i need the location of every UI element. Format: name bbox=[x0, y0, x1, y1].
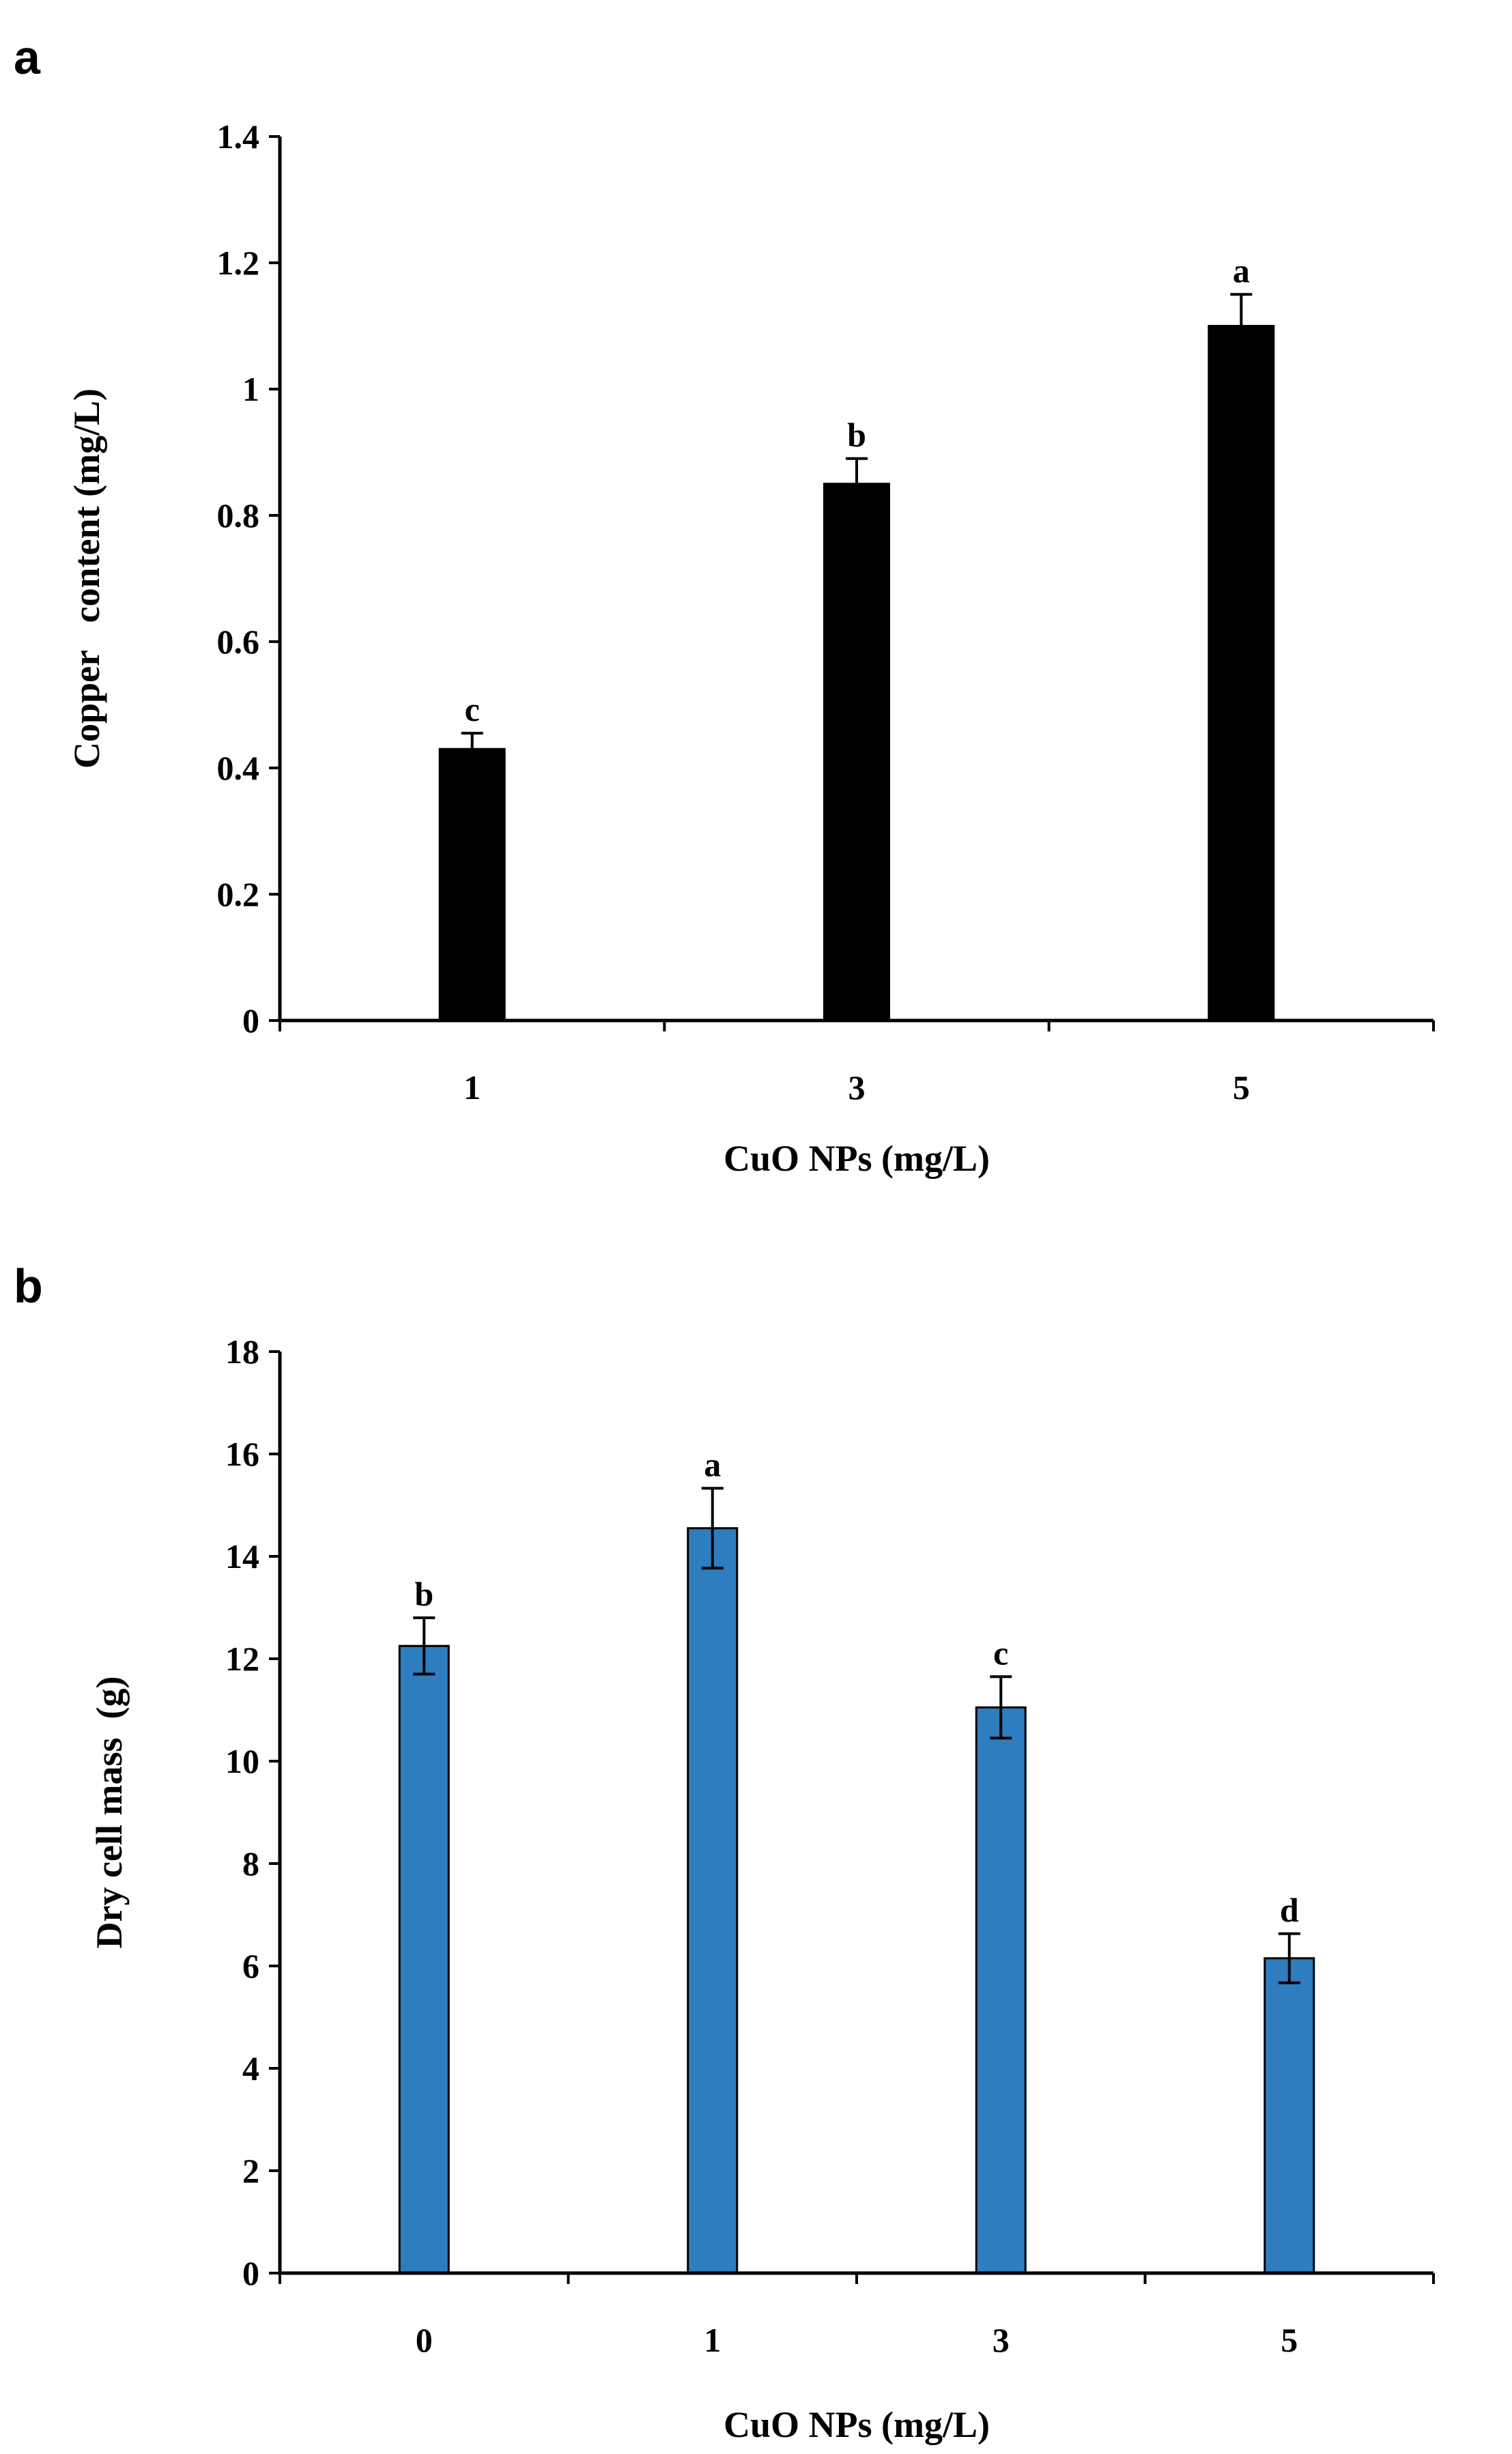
y-tick-label: 12 bbox=[225, 1640, 259, 1678]
y-tick-label: 1 bbox=[242, 370, 259, 408]
bar bbox=[823, 483, 890, 1022]
bar bbox=[1208, 325, 1275, 1022]
y-tick-label: 0.8 bbox=[217, 496, 260, 534]
x-tick-label: 5 bbox=[1281, 2321, 1298, 2359]
error-bars-group-a bbox=[461, 293, 1253, 767]
y-tick-label: 6 bbox=[242, 1947, 259, 1985]
y-tick-label: 0 bbox=[242, 1001, 259, 1040]
x-axis-title-b: CuO NPs (mg/L) bbox=[724, 2404, 990, 2445]
error-bars-group-b bbox=[413, 1487, 1300, 1984]
bar bbox=[1264, 1957, 1315, 2274]
significance-label: c bbox=[465, 690, 480, 728]
y-ticks-b: 0 2 4 6 8 10 12 14 16 18 bbox=[225, 1332, 280, 2292]
y-ticks-a: 0 0.2 0.4 0.6 0.8 1 1.2 1.4 bbox=[217, 117, 280, 1040]
significance-label: a bbox=[704, 1445, 721, 1483]
y-axis-title-a: Copper content (mg/L) bbox=[66, 388, 107, 769]
x-tick-label: 3 bbox=[993, 2321, 1010, 2359]
y-tick-label: 10 bbox=[225, 1742, 259, 1780]
bar bbox=[438, 747, 506, 1022]
y-tick-label: 18 bbox=[225, 1332, 259, 1371]
chart-panel-a: a c b a 0 0.2 0.4 0.6 0.8 1 1.2 1.4 1 3 5 CuO NPs (… bbox=[14, 31, 1435, 1179]
x-ticks-b: 0 1 3 5 bbox=[279, 2273, 1435, 2359]
x-axis-title-a: CuO NPs (mg/L) bbox=[724, 1138, 990, 1179]
x-tick-label: 5 bbox=[1233, 1068, 1250, 1107]
y-tick-label: 1.4 bbox=[217, 117, 260, 156]
y-tick-label: 16 bbox=[225, 1435, 259, 1473]
y-tick-label: 0.6 bbox=[217, 623, 260, 661]
y-tick-label: 14 bbox=[225, 1537, 259, 1575]
x-tick-label: 1 bbox=[704, 2321, 721, 2359]
x-tick-label: 1 bbox=[463, 1068, 481, 1107]
y-tick-label: 4 bbox=[242, 2049, 259, 2087]
x-tick-label: 3 bbox=[848, 1068, 866, 1107]
significance-label: c bbox=[993, 1633, 1008, 1672]
y-tick-label: 0.4 bbox=[217, 749, 260, 787]
significance-label: b bbox=[414, 1575, 433, 1613]
x-ticks-a: 1 3 5 bbox=[279, 1021, 1435, 1107]
y-axis-title-b: Dry cell mass (g) bbox=[89, 1677, 130, 1949]
significance-label: b bbox=[847, 416, 866, 454]
significance-label: a bbox=[1233, 251, 1250, 289]
x-tick-label: 0 bbox=[416, 2321, 433, 2359]
panel-letter-a: a bbox=[14, 31, 41, 84]
significance-label: d bbox=[1280, 1891, 1299, 1929]
panel-letter-b: b bbox=[14, 1259, 43, 1313]
bars-group-b bbox=[398, 1527, 1315, 2274]
bar bbox=[975, 1706, 1027, 2274]
y-tick-label: 2 bbox=[242, 2152, 259, 2190]
significance-labels-b: b a c d bbox=[414, 1445, 1299, 1929]
bar bbox=[398, 1644, 450, 2274]
bar bbox=[687, 1527, 739, 2274]
chart-panel-b: b b a c d 0 2 4 6 8 10 12 14 16 18 0 1 3 5 CuO NPs (mg/… bbox=[14, 1259, 1435, 2445]
y-tick-label: 8 bbox=[242, 1844, 259, 1883]
y-tick-label: 0 bbox=[242, 2254, 259, 2292]
y-tick-label: 0.2 bbox=[217, 875, 260, 913]
significance-labels-a: c b a bbox=[465, 251, 1250, 728]
y-tick-label: 1.2 bbox=[217, 244, 260, 282]
